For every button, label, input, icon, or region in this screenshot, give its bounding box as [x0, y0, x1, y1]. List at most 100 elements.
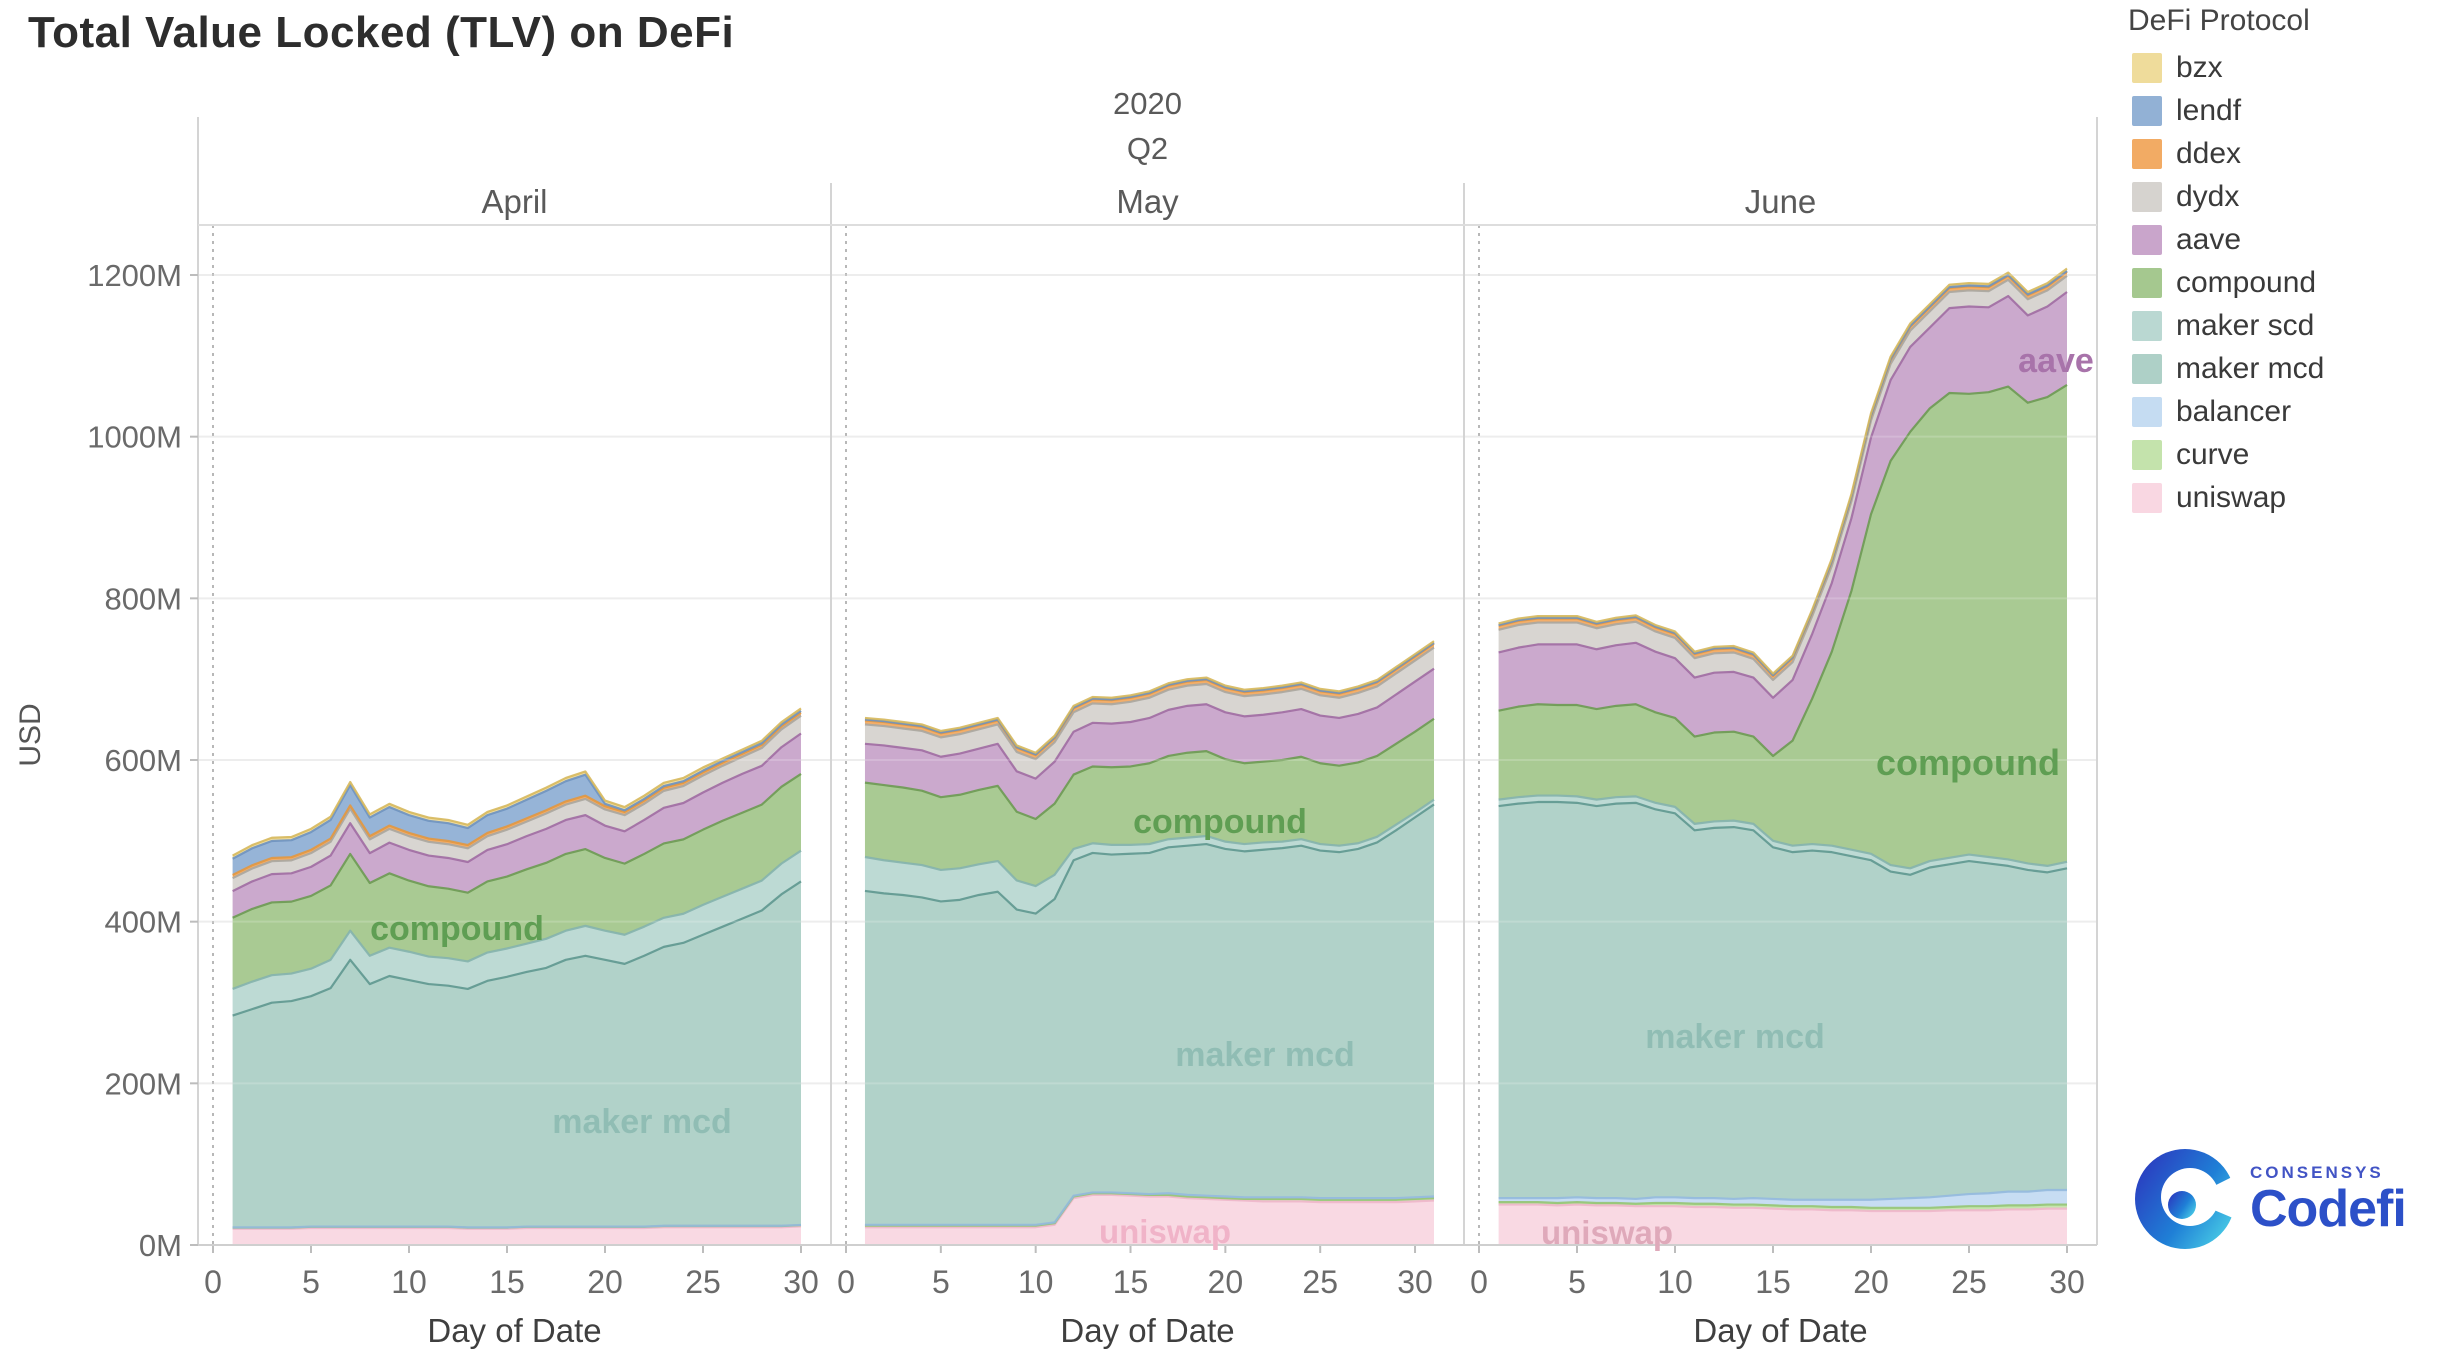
- legend-item-lendf[interactable]: lendf: [2128, 89, 2458, 132]
- edge-dydx-june: [1498, 274, 2068, 682]
- legend-label: compound: [2176, 265, 2317, 299]
- legend-label: curve: [2176, 437, 2250, 471]
- area-maker-scd-april[interactable]: [232, 850, 802, 1016]
- x-tick-label: 30: [1397, 1264, 1433, 1300]
- area-compound-april[interactable]: [232, 773, 802, 989]
- codefi-logo-icon: [2135, 1149, 2240, 1249]
- area-maker-mcd-june[interactable]: [1498, 802, 2067, 1200]
- area-uniswap-may[interactable]: [864, 1194, 1434, 1245]
- area-dydx-may[interactable]: [864, 647, 1434, 779]
- x-tick-label: 20: [1208, 1264, 1244, 1300]
- legend-label: dydx: [2176, 179, 2240, 213]
- edge-aave-june: [1498, 291, 2068, 699]
- legend: DeFi Protocol bzx lendf ddex dydx aave compou…: [2128, 4, 2458, 519]
- edge-compound-april: [232, 772, 802, 919]
- legend-item-uniswap[interactable]: uniswap: [2128, 476, 2458, 519]
- x-tick-label: 5: [302, 1264, 320, 1300]
- edge-uniswap-may: [864, 1193, 1435, 1229]
- legend-item-compound[interactable]: compound: [2128, 261, 2458, 304]
- area-compound-may[interactable]: [864, 718, 1434, 887]
- area-aave-may[interactable]: [864, 668, 1434, 820]
- edge-lendf-june: [1498, 270, 2068, 677]
- x-axis-title: Day of Date: [1060, 1312, 1234, 1349]
- legend-label: bzx: [2176, 50, 2223, 84]
- legend-title: DeFi Protocol: [2128, 4, 2310, 37]
- facet-year-label: 2020: [1113, 86, 1182, 121]
- x-tick-label: 30: [783, 1264, 819, 1300]
- edge-maker-mcd-june: [1498, 800, 2068, 876]
- legend-item-dydx[interactable]: dydx: [2128, 175, 2458, 218]
- x-tick-label: 25: [1302, 1264, 1338, 1300]
- edge-uniswap-april: [232, 1225, 802, 1230]
- y-tick-label: 1000M: [87, 420, 182, 455]
- legend-item-aave[interactable]: aave: [2128, 218, 2458, 261]
- x-tick-label: 15: [1755, 1264, 1791, 1300]
- legend-item-maker-scd[interactable]: maker scd: [2128, 304, 2458, 347]
- area-uniswap-april[interactable]: [232, 1226, 802, 1245]
- legend-label: uniswap: [2176, 480, 2287, 514]
- edge-ddex-april: [232, 711, 802, 876]
- codefi-wordmark: Codefi: [2250, 1180, 2407, 1238]
- area-aave-june[interactable]: [1498, 291, 2067, 756]
- legend-label: ddex: [2176, 136, 2242, 170]
- area-dydx-april[interactable]: [232, 715, 802, 892]
- legend-swatch-compound: [2132, 267, 2162, 298]
- area-uniswap-june[interactable]: [1498, 1204, 2067, 1245]
- consensys-codefi-logo[interactable]: CONSENSYS Codefi: [2132, 1140, 2458, 1258]
- legend-swatch-maker-mcd: [2132, 353, 2162, 384]
- y-tick-label: 600M: [104, 743, 182, 778]
- area-maker-scd-may[interactable]: [864, 799, 1434, 914]
- annotation-maker-mcd: maker mcd: [552, 1103, 732, 1141]
- edge-balancer-april: [232, 1223, 802, 1229]
- annotation-compound: compound: [370, 910, 544, 948]
- legend-item-bzx[interactable]: bzx: [2128, 46, 2458, 89]
- legend-item-maker-mcd[interactable]: maker mcd: [2128, 347, 2458, 390]
- edge-maker-scd-may: [864, 798, 1435, 888]
- legend-label: balancer: [2176, 394, 2292, 428]
- legend-label: lendf: [2176, 93, 2242, 127]
- legend-item-ddex[interactable]: ddex: [2128, 132, 2458, 175]
- edge-bzx-april: [232, 707, 802, 857]
- x-axis-title: Day of Date: [427, 1312, 601, 1349]
- x-tick-label: 5: [932, 1264, 950, 1300]
- legend-swatch-uniswap: [2132, 482, 2162, 513]
- annotation-uniswap: uniswap: [1099, 1213, 1231, 1250]
- legend-swatch-lendf: [2132, 95, 2162, 126]
- legend-swatch-maker-scd: [2132, 310, 2162, 341]
- x-tick-label: 25: [685, 1264, 721, 1300]
- area-compound-june[interactable]: [1498, 384, 2067, 869]
- annotation-aave: aave: [2018, 342, 2094, 380]
- area-aave-april[interactable]: [232, 733, 802, 918]
- legend-item-curve[interactable]: curve: [2128, 433, 2458, 476]
- x-tick-label: 20: [1853, 1264, 1889, 1300]
- edge-curve-june: [1498, 1201, 2067, 1209]
- legend-swatch-ddex: [2132, 138, 2162, 169]
- edge-bzx-june: [1498, 267, 2068, 675]
- edge-dydx-may: [864, 646, 1435, 761]
- x-tick-label: 0: [837, 1264, 855, 1300]
- annotation-compound: compound: [1876, 742, 2060, 783]
- legend-swatch-bzx: [2132, 52, 2162, 83]
- page-title: Total Value Locked (TLV) on DeFi: [28, 8, 735, 57]
- x-axis-title: Day of Date: [1693, 1312, 1867, 1349]
- y-tick-label: 200M: [104, 1066, 182, 1101]
- facet-quarter-label: Q2: [1126, 131, 1169, 166]
- x-tick-label: 20: [587, 1264, 623, 1300]
- area-maker-mcd-may[interactable]: [864, 804, 1434, 1225]
- month-label-may: May: [1116, 183, 1179, 220]
- legend-label: aave: [2176, 222, 2242, 256]
- legend-swatch-balancer: [2132, 396, 2162, 427]
- x-tick-label: 15: [489, 1264, 525, 1300]
- area-maker-mcd-april[interactable]: [232, 881, 802, 1228]
- y-axis-title: USD: [14, 703, 47, 766]
- edge-aave-may: [864, 667, 1435, 780]
- y-tick-label: 0M: [139, 1228, 182, 1263]
- edge-aave-april: [232, 732, 802, 893]
- x-tick-label: 10: [1018, 1264, 1054, 1300]
- edge-maker-scd-april: [232, 849, 802, 990]
- y-tick-label: 800M: [104, 581, 182, 616]
- legend-item-balancer[interactable]: balancer: [2128, 390, 2458, 433]
- edge-balancer-may: [864, 1191, 1435, 1226]
- edge-maker-scd-june: [1498, 794, 2068, 870]
